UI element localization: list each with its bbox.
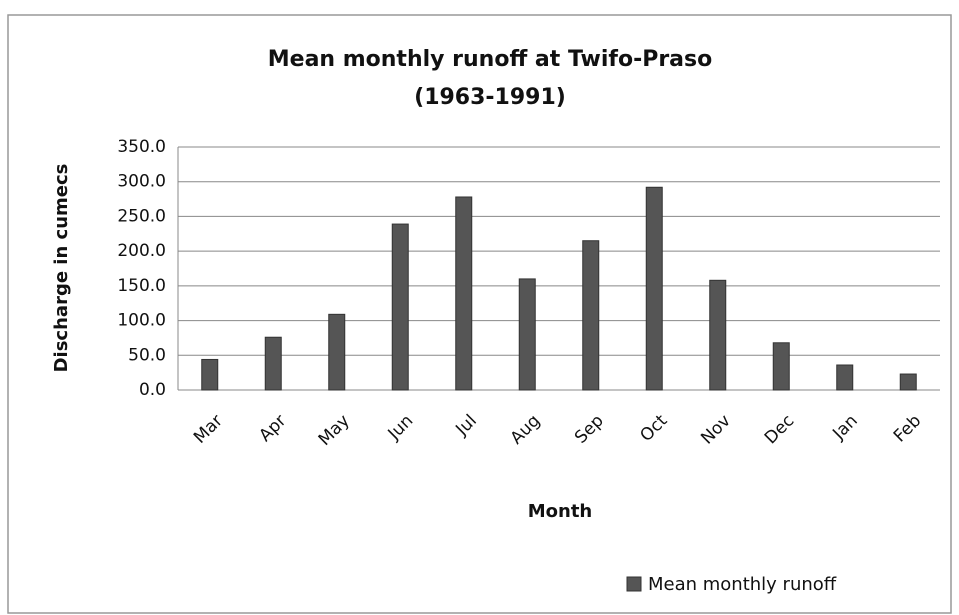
y-tick-label: 0.0 (139, 380, 166, 400)
legend-marker (626, 576, 642, 592)
y-tick-label: 250.0 (117, 206, 166, 226)
x-axis-label: Month (528, 501, 593, 522)
y-tick-label: 200.0 (117, 241, 166, 261)
y-tick-label: 150.0 (117, 276, 166, 296)
bar (455, 196, 473, 391)
bar (836, 364, 854, 391)
bar (201, 358, 219, 391)
bar (518, 278, 536, 391)
bar (264, 336, 282, 391)
chart-subtitle: (1963-1991) (414, 85, 566, 110)
bar (772, 342, 790, 391)
chart-frame (7, 14, 952, 614)
legend-label: Mean monthly runoff (648, 574, 837, 595)
bar (582, 240, 600, 391)
y-axis-label: Discharge in cumecs (51, 164, 72, 373)
y-tick-label: 300.0 (117, 172, 166, 192)
bar (899, 373, 917, 391)
chart-title: Mean monthly runoff at Twifo-Praso (268, 47, 713, 72)
y-tick-label: 350.0 (117, 137, 166, 157)
bar (645, 186, 663, 391)
bar (709, 279, 727, 391)
bar (328, 313, 346, 391)
bar (391, 223, 409, 391)
y-tick-label: 50.0 (128, 345, 166, 365)
y-tick-label: 100.0 (117, 311, 166, 331)
